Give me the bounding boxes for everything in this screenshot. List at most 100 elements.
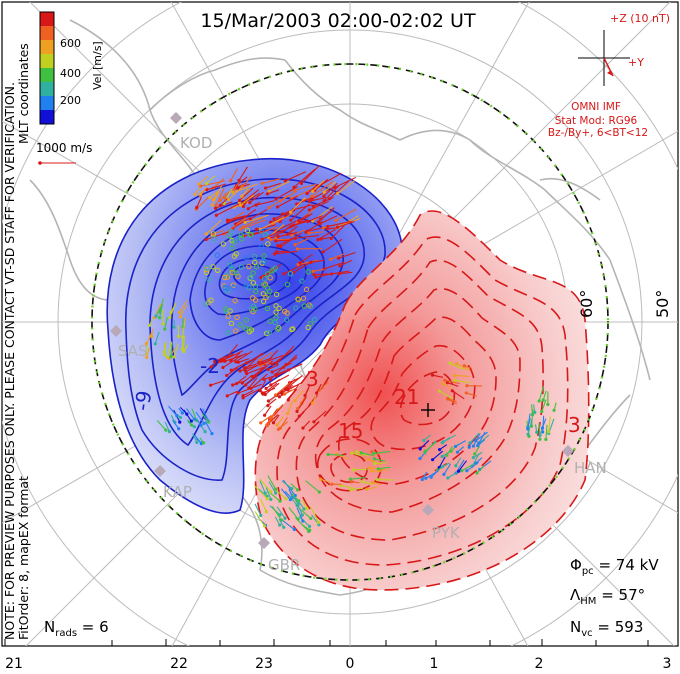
velocity-vector-origin: [244, 227, 251, 234]
velocity-vector-origin: [234, 360, 238, 364]
velocity-vector: [538, 385, 545, 402]
velocity-vector: [443, 463, 452, 475]
velocity-vector-origin: [236, 391, 240, 395]
velocity-vector-origin: [221, 274, 228, 281]
velocity-vector-origin: [221, 365, 225, 370]
hm-boundary-vectors: [90, 62, 610, 582]
lambda-hm-value: ΛHM = 57°: [570, 586, 645, 607]
velocity-vector: [320, 478, 331, 483]
mlt-tick-3: 3: [663, 656, 672, 672]
velocity-vector: [469, 432, 480, 444]
velocity-vector-origin: [321, 250, 325, 254]
velocity-vector-origin: [195, 440, 199, 444]
velocity-vector-origin: [232, 297, 238, 304]
velocity-vector-origin: [544, 437, 548, 441]
velocity-vector: [290, 196, 306, 213]
velocity-vector-origin: [261, 258, 267, 265]
velocity-vector-origin: [265, 423, 269, 427]
velocity-vector-origin: [274, 239, 278, 243]
velocity-vector: [265, 378, 281, 389]
velocity-vector: [299, 213, 313, 223]
velocity-vector: [297, 259, 319, 266]
imf-model: Stat Mod: RG96: [555, 115, 638, 127]
velocity-vector-origin: [223, 359, 227, 363]
velocity-vector-origin: [225, 394, 229, 398]
velocity-vector-origin: [309, 260, 313, 265]
velocity-vector-origin: [265, 271, 271, 277]
velocity-vector-origin: [258, 389, 262, 393]
velocity-vector-origin: [182, 349, 186, 354]
mlt-tick-21: 21: [5, 656, 23, 672]
velocity-vector-origin: [454, 464, 458, 468]
velocity-vector-origin: [227, 198, 231, 202]
velocity-vector: [252, 365, 267, 377]
velocity-vector-origin: [231, 284, 237, 291]
velocity-vector-origin: [229, 368, 233, 372]
velocity-vector-origin: [204, 265, 210, 271]
velocity-vector-origin: [462, 364, 466, 368]
velocity-vector-origin: [372, 457, 377, 461]
velocity-vector-origin: [237, 322, 243, 328]
velocity-vector-origin: [296, 517, 300, 521]
velocity-vector-origin: [250, 280, 257, 286]
velocity-vector-origin: [537, 399, 541, 403]
velocity-vector-origin: [195, 205, 199, 210]
velocity-vector: [318, 381, 329, 391]
velocity-vector: [301, 165, 320, 184]
velocity-vector-origin: [277, 395, 282, 399]
velocity-vector: [210, 380, 225, 386]
velocity-vector-origin: [423, 449, 427, 453]
velocity-vector: [227, 215, 246, 221]
velocity-vector: [254, 485, 268, 500]
velocity-vector: [238, 358, 250, 363]
velocity-vector-origin: [546, 402, 550, 407]
velocity-vector-origin: [245, 361, 249, 365]
velocity-vector-origin: [288, 498, 292, 502]
velocity-vector: [248, 377, 258, 389]
velocity-vector-origin: [185, 412, 189, 416]
velocity-vector: [294, 238, 309, 246]
velocity-vector-origin: [241, 394, 245, 398]
velocity-vector-origin: [229, 359, 233, 363]
velocity-vector-origin: [441, 440, 445, 444]
velocity-vector-origin: [278, 523, 282, 527]
velocity-vector-origin: [267, 275, 273, 281]
velocity-vector-origin: [467, 445, 471, 449]
imf-dial: +Z (10 nT) +Y OMNI IMF Stat Mod: RG96 Bz…: [548, 12, 670, 139]
velocity-vector-origin: [355, 450, 359, 454]
velocity-vector: [277, 231, 298, 238]
velocity-vector-origin: [264, 330, 270, 337]
velocity-vector-origin: [315, 391, 319, 395]
velocity-vector-origin: [305, 324, 311, 331]
velocity-vector-origin: [366, 457, 370, 462]
velocity-vector-origin: [180, 411, 184, 415]
velocity-vector: [254, 503, 262, 516]
velocity-vector-origin: [218, 203, 222, 207]
velocity-vector-origin: [283, 392, 287, 396]
velocity-vector-origin: [192, 417, 196, 421]
velocity-vector: [198, 175, 209, 185]
velocity-vector: [205, 231, 230, 241]
velocity-vector: [293, 219, 311, 226]
velocity-vector-origin: [276, 244, 280, 248]
velocity-vector-origin: [307, 208, 311, 212]
velocity-vector-origin: [317, 490, 321, 494]
velocity-vector: [285, 171, 307, 182]
velocity-vector-origin: [297, 219, 301, 223]
velocity-vector: [271, 349, 294, 365]
velocity-vector-origin: [214, 267, 221, 273]
velocity-vector-origin: [259, 421, 263, 425]
velocity-vector-origin: [473, 452, 477, 456]
velocity-vector: [178, 300, 188, 313]
velocity-vector-origin: [367, 466, 371, 470]
velocity-vector: [191, 408, 198, 421]
velocity-vector-origin: [274, 491, 278, 495]
velocity-vector-origin: [222, 196, 227, 200]
velocity-vector-origin: [440, 465, 444, 469]
velocity-vector: [339, 271, 353, 275]
velocity-vector-origin: [338, 264, 342, 268]
velocity-vector-origin: [293, 243, 297, 247]
velocity-vector: [232, 217, 250, 229]
velocity-vector: [281, 519, 295, 530]
velocity-vector-origin: [271, 267, 277, 273]
